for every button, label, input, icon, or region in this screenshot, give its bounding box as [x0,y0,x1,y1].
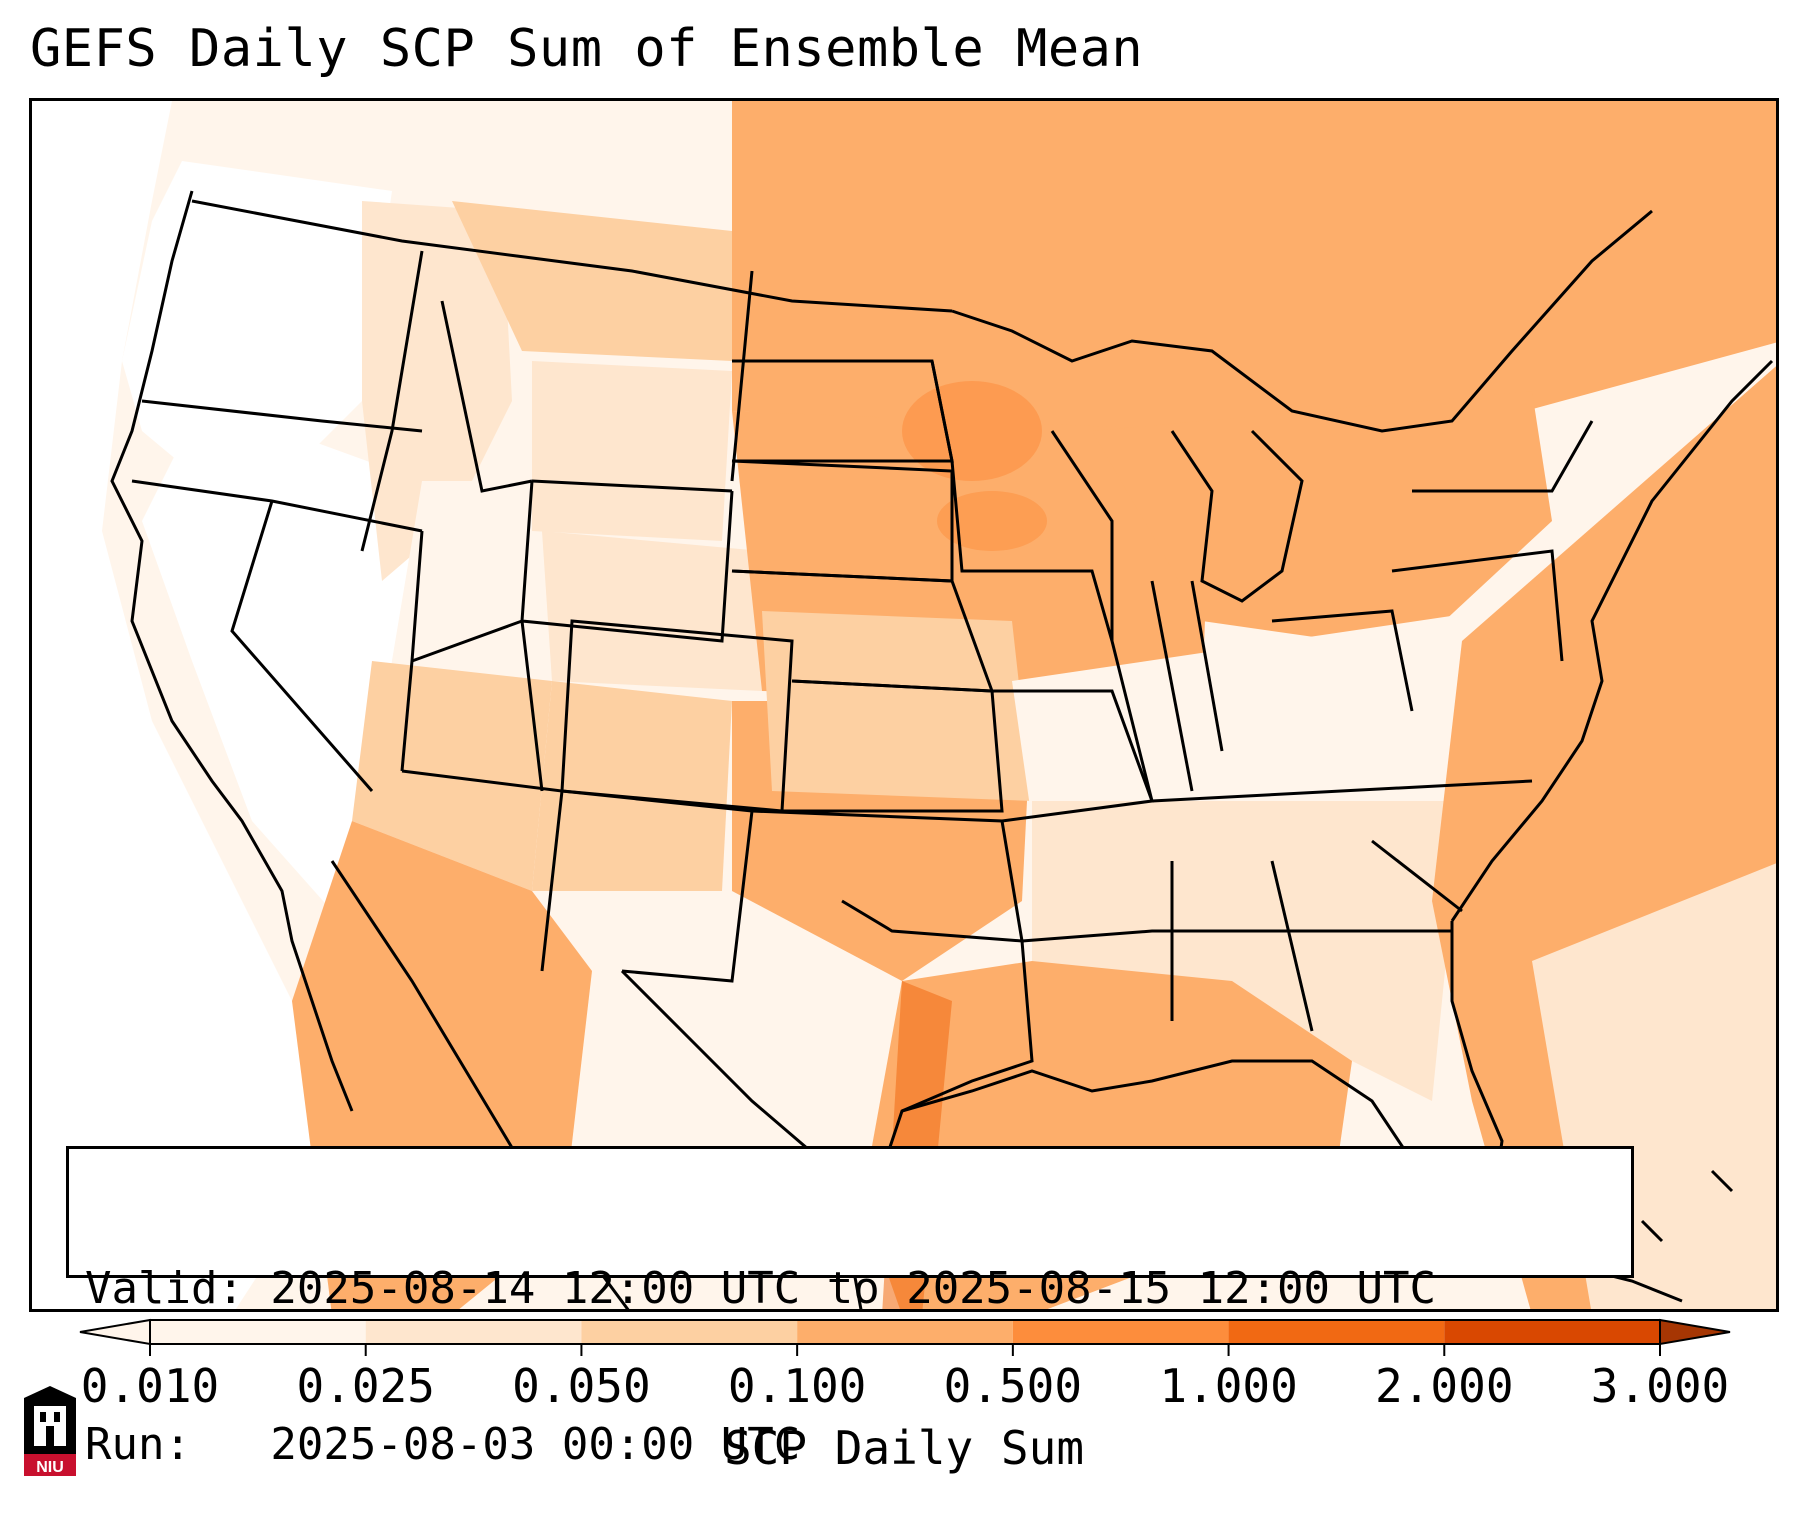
boundaries [110,190,1774,1309]
colorbar-segment [797,1320,1013,1344]
logo-banner [24,1454,76,1476]
tn-nc-line [1151,779,1533,803]
colorbar-tick-label: 0.100 [727,1359,867,1413]
pennsylvania-border [1391,549,1564,662]
pacific-ocean-area [32,101,332,1309]
fill-california-nevada [142,401,422,911]
new-york-border [1412,420,1594,493]
nm-border [561,789,754,983]
fill-deep-south [1032,801,1462,1101]
colorbar-segment [1444,1320,1660,1344]
colorbar-tick-label: 1.000 [1159,1359,1298,1413]
colorbar-tick-label: 0.025 [296,1359,435,1413]
map-panel [29,98,1779,1312]
minnesota-iowa-border [930,360,1114,642]
fill-iowa-hotspot [937,491,1047,551]
kansas-border [782,679,1004,813]
colorbar-tick-label: 3.000 [1590,1359,1730,1413]
colorbar-segment [581,1320,798,1344]
wyoming-border [520,480,734,643]
scp-map [32,101,1776,1309]
fill-canada-east [1092,101,1776,431]
fill-idaho [362,201,512,581]
colorbar-outline [149,1319,1661,1345]
fill-oklahoma-kansas [762,611,1032,801]
fill-wyoming [532,361,732,541]
ohio-border [1271,609,1414,712]
fill-montana [452,201,732,361]
valid-time-label: Valid: 2025-08-14 12:00 UTC to 2025-08-1… [85,1263,1437,1314]
run-time-label: Run: 2025-08-03 00:00 UTC [85,1419,801,1470]
colorbar-segment [1012,1320,1229,1344]
ga-sc-border [1371,839,1463,913]
al-ga-border [1270,860,1314,1032]
missouri-border [992,689,1155,823]
fill-minnesota-hotspot [902,381,1042,481]
ca-nv-border [230,500,374,792]
west-coastline [110,190,354,1112]
fill-southeast-light [1012,601,1552,821]
colorbar-tick-label: 2.000 [1375,1359,1514,1413]
niu-logo: NIU [24,1386,76,1476]
colorbar-segments [79,1318,1731,1346]
utah-border [411,618,544,792]
montana-east-border [730,270,754,482]
logo-text: NIU [36,1459,64,1476]
michigan-outline [1170,429,1304,603]
wa-or-border [141,399,423,433]
gulf-coastline [901,921,1504,1213]
wisconsin-illinois-border [1050,430,1154,802]
montana-south-border [531,479,733,493]
colorbar-extend-max [1659,1318,1731,1346]
colorbar-segment [365,1320,582,1344]
canada-border-west [191,199,953,313]
gulf-states-line [1021,929,1452,943]
fill-great-lakes [1092,391,1552,651]
bahamas-island-3 [1710,1169,1734,1193]
colorbar-tick-label: 0.050 [512,1359,651,1413]
colorbar-segment [150,1320,366,1344]
idaho-west-border [360,250,424,552]
montana-west-border [440,300,533,493]
indiana-west-border [1150,580,1194,792]
fill-utah [392,481,552,661]
indiana-east-border [1190,580,1224,752]
colorbar-extend-min [79,1318,151,1346]
colorbar-segment [1228,1320,1445,1344]
east-coastline [1450,359,1774,922]
colorbar-tick-label: 0.500 [943,1359,1083,1413]
fill-northern-plains [732,101,1092,431]
canada-border-east [951,209,1653,433]
colorbar-tick-label: 0.010 [80,1359,220,1413]
fill-colorado [542,531,762,691]
fill-pacific-northwest [122,161,392,491]
colorbar-title: SCP Daily Sum [723,1421,1085,1475]
map-title: GEFS Daily SCP Sum of Ensemble Mean [30,19,1144,79]
colorbar-ticks [149,1344,1661,1356]
valid-info-box: Valid: 2025-08-14 12:00 UTC to 2025-08-1… [66,1146,1634,1470]
fill-new-mexico [532,681,732,891]
bahamas-island-2 [1640,1219,1664,1243]
colorbar [79,1318,1731,1356]
